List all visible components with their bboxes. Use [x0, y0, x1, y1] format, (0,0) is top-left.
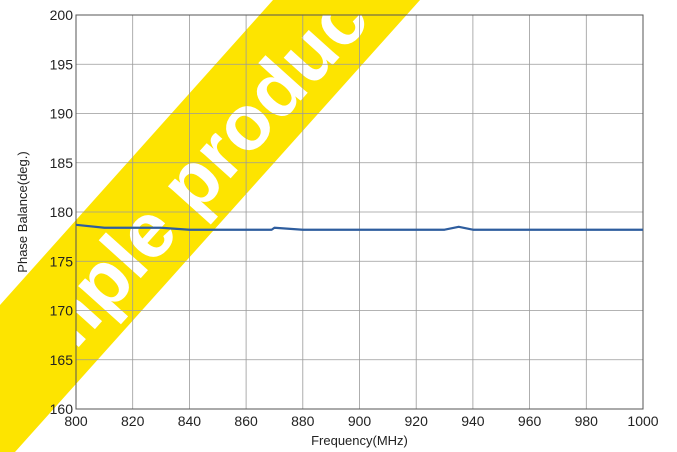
- plot-area: Sample product: [0, 0, 644, 452]
- x-tick-label: 880: [291, 413, 315, 429]
- x-tick-label: 840: [178, 413, 202, 429]
- x-tick-label: 980: [575, 413, 599, 429]
- series-line-1: [76, 223, 643, 231]
- x-tick-label: 900: [348, 413, 372, 429]
- y-tick-label: 160: [50, 401, 74, 417]
- y-tick-label: 195: [50, 56, 74, 72]
- x-tick-label: 960: [518, 413, 542, 429]
- x-tick-label: 920: [405, 413, 429, 429]
- y-tick-label: 190: [50, 106, 74, 122]
- x-tick-label: 940: [461, 413, 485, 429]
- x-tick-label: 860: [234, 413, 258, 429]
- x-tick-label: 800: [64, 413, 88, 429]
- y-axis-label: Phase Balance(deg.): [15, 151, 30, 272]
- watermark-band: [0, 0, 420, 452]
- x-tick-label: 820: [121, 413, 145, 429]
- x-axis-label: Frequency(MHz): [311, 433, 408, 448]
- y-tick-label: 175: [50, 253, 74, 269]
- series-layer: [76, 223, 643, 231]
- y-tick-label: 170: [50, 303, 74, 319]
- y-tick-label: 200: [50, 7, 74, 23]
- x-tick-label: 1000: [627, 413, 658, 429]
- y-tick-label: 185: [50, 155, 74, 171]
- grid: [76, 15, 643, 409]
- y-tick-labels: 160 165 170 175 180 185 190 195 200: [50, 7, 74, 417]
- y-tick-label: 165: [50, 352, 74, 368]
- plot-frame: [75, 14, 644, 410]
- x-tick-labels: 800 820 840 860 880 900 920 940 960 980 1000: [64, 413, 658, 429]
- y-tick-label: 180: [50, 204, 74, 220]
